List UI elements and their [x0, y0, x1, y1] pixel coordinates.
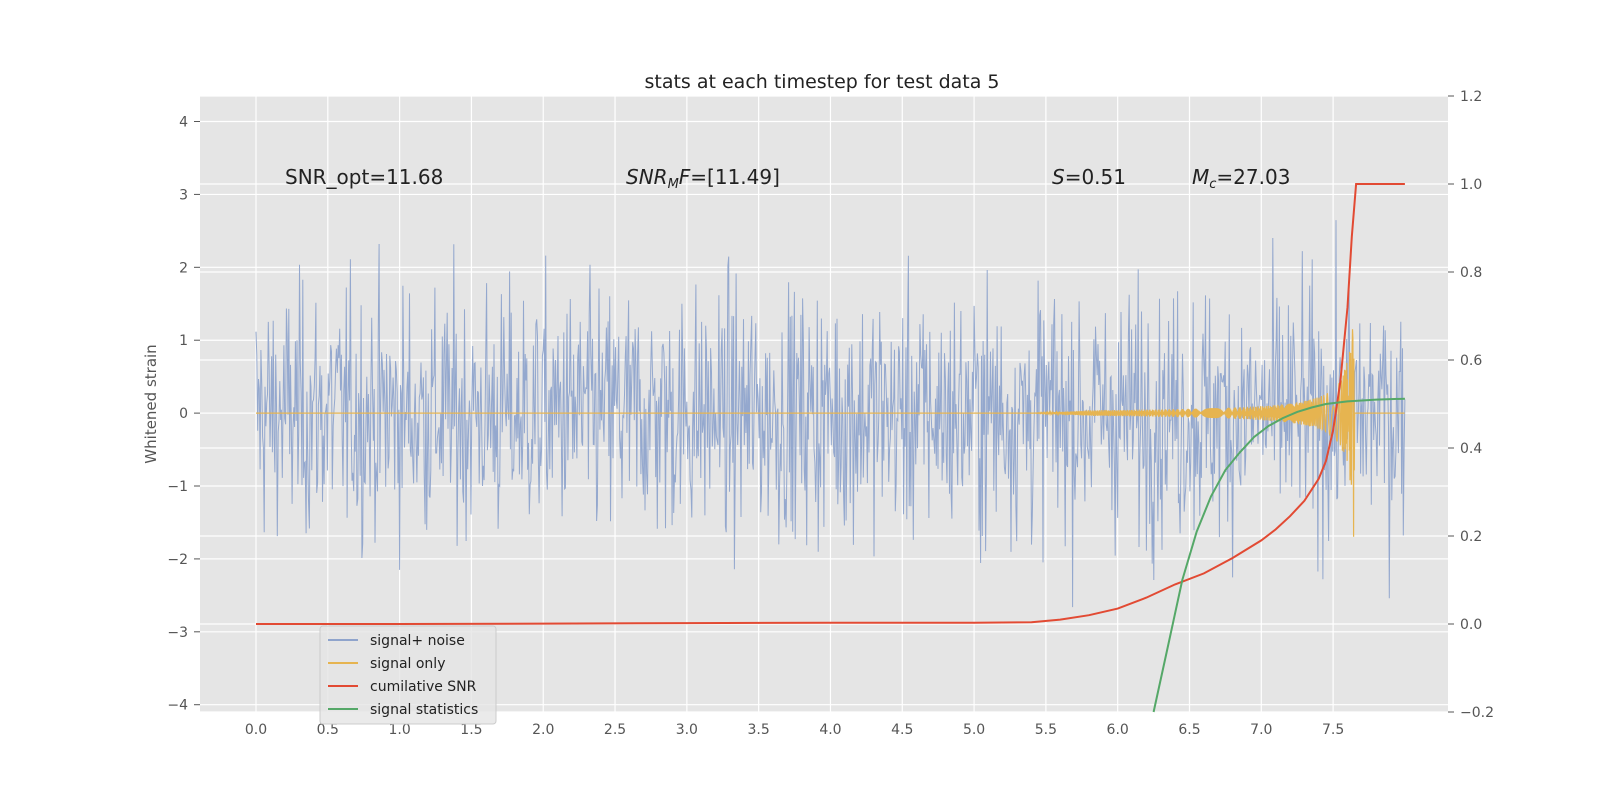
x-tick-label-6: 3.0 — [676, 722, 698, 738]
y-tick-label-5: −1 — [167, 479, 188, 495]
chart-title: stats at each timestep for test data 5 — [644, 71, 999, 93]
y2-tick-label-5: 0.2 — [1460, 529, 1482, 545]
x-tick-label-8: 4.0 — [819, 722, 841, 738]
x-tick-label-7: 3.5 — [748, 722, 770, 738]
annotation-snr-mf: SNRMF=[11.49] — [626, 165, 780, 192]
y2-tick-label-0: 1.2 — [1460, 89, 1482, 105]
y2-tick-label-6: 0.0 — [1460, 617, 1482, 633]
y-tick-label-6: −2 — [167, 552, 188, 568]
y-tick-label-1: 3 — [179, 187, 188, 203]
annotation-snr-mf-sub: M — [668, 177, 679, 192]
y-tick-label-4: 0 — [179, 406, 188, 422]
chirp-trace — [256, 329, 1405, 537]
x-tick-label-14: 7.0 — [1250, 722, 1272, 738]
y-axis-label: Whitened strain — [142, 344, 160, 463]
x-tick-label-9: 4.5 — [891, 722, 913, 738]
legend-label-signal: signal only — [370, 656, 445, 672]
x-tick-label-2: 1.0 — [388, 722, 410, 738]
y-tick-label-0: 4 — [179, 115, 188, 131]
annotation-snr-mf-value: =[11.49] — [690, 165, 780, 189]
noise-trace — [255, 220, 1406, 608]
legend-box — [319, 625, 497, 725]
annotation-s-value: =0.51 — [1065, 165, 1126, 189]
x-tick-label-10: 5.0 — [963, 722, 985, 738]
legend-label-snr: cumilative SNR — [370, 679, 477, 695]
series-signal-statistics — [1152, 397, 1405, 713]
y2-tick-label-2: 0.8 — [1460, 265, 1482, 281]
y-tick-label-7: −3 — [167, 625, 188, 641]
x-tick-label-3: 1.5 — [460, 722, 482, 738]
annotation-mc-value: =27.03 — [1216, 165, 1290, 189]
y2-tick-label-4: 0.4 — [1460, 441, 1482, 457]
x-tick-label-0: 0.0 — [245, 722, 267, 738]
x-tick-label-15: 7.5 — [1322, 722, 1344, 738]
y2-tick-label-1: 1.0 — [1460, 177, 1482, 193]
annotation-snr-opt: SNR_opt=11.68 — [285, 165, 443, 189]
y-tick-label-8: −4 — [167, 698, 188, 714]
axis-ticks: 0.0 0.5 1.0 1.5 2.0 2.5 3.0 3.5 4.0 4.5 5.0 5.5 6.0 6… — [167, 89, 1494, 738]
annotation-snr-mf-base: SNR — [626, 165, 668, 189]
x-tick-label-4: 2.0 — [532, 722, 554, 738]
x-tick-label-12: 6.0 — [1107, 722, 1129, 738]
y-tick-label-3: 1 — [179, 333, 188, 349]
annotation-s-symbol: S — [1052, 165, 1065, 189]
y-tick-label-2: 2 — [179, 260, 188, 276]
x-tick-label-5: 2.5 — [604, 722, 626, 738]
x-tick-label-11: 5.5 — [1035, 722, 1057, 738]
annotation-mc: Mc=27.03 — [1192, 165, 1290, 192]
annotation-mc-sub: c — [1209, 177, 1216, 192]
annotation-snr-mf-f: F — [679, 165, 691, 189]
legend-label-noise: signal+ noise — [370, 633, 465, 649]
x-tick-label-13: 6.5 — [1178, 722, 1200, 738]
x-tick-label-1: 0.5 — [317, 722, 339, 738]
y2-tick-label-3: 0.6 — [1460, 353, 1482, 369]
series-cumulative-snr — [256, 183, 1405, 625]
legend: signal+ noise signal only cumilative SNR… — [319, 625, 497, 725]
series-signal-noise — [255, 220, 1406, 608]
annotation-s: S=0.51 — [1052, 165, 1126, 189]
legend-label-stat: signal statistics — [370, 702, 478, 718]
series-signal-only — [256, 329, 1405, 537]
annotation-mc-base: M — [1192, 165, 1209, 189]
y2-tick-label-7: −0.2 — [1460, 705, 1494, 721]
